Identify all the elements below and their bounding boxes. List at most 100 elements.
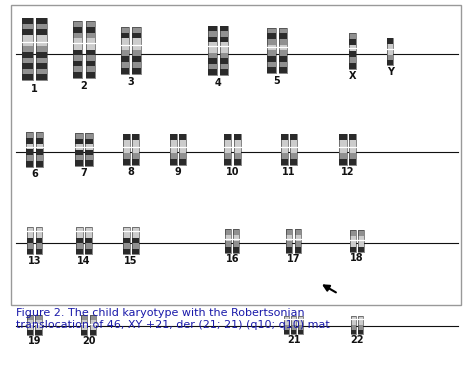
Bar (224, 134, 231, 141)
Bar (225, 247, 231, 253)
Bar (85, 44, 95, 49)
Bar (27, 227, 33, 254)
Bar (284, 329, 289, 334)
Bar (281, 134, 288, 165)
Bar (36, 24, 46, 30)
Bar (36, 243, 42, 249)
Bar (224, 134, 231, 165)
Bar (219, 42, 228, 48)
Bar (224, 146, 231, 153)
Bar (179, 146, 186, 153)
Bar (132, 27, 141, 74)
Bar (121, 33, 129, 38)
Bar (123, 238, 130, 243)
Bar (75, 160, 82, 166)
Bar (132, 243, 139, 249)
Bar (85, 38, 95, 44)
Bar (73, 49, 82, 55)
Bar (132, 227, 139, 254)
Bar (291, 316, 296, 334)
Bar (36, 161, 43, 167)
Bar (123, 134, 130, 141)
Bar (132, 227, 139, 232)
Bar (358, 241, 365, 247)
Bar (36, 155, 43, 161)
Bar (179, 134, 186, 165)
Text: 11: 11 (282, 167, 296, 177)
Bar (290, 134, 297, 141)
Bar (22, 46, 33, 52)
Bar (27, 249, 33, 254)
Bar (90, 330, 96, 335)
Bar (26, 161, 33, 167)
Bar (208, 64, 217, 69)
Bar (279, 45, 287, 51)
Bar (27, 320, 33, 325)
Text: 12: 12 (341, 167, 355, 177)
Bar (298, 321, 303, 325)
Bar (123, 227, 130, 254)
Text: Y: Y (387, 67, 393, 77)
Bar (82, 320, 88, 325)
Text: 4: 4 (215, 78, 221, 87)
Bar (36, 74, 46, 80)
Text: 22: 22 (350, 335, 364, 345)
Bar (26, 155, 33, 161)
Bar (123, 134, 130, 165)
Bar (358, 247, 365, 252)
Bar (132, 38, 141, 44)
Text: 6: 6 (31, 169, 38, 179)
Bar (85, 238, 91, 243)
Text: 17: 17 (287, 254, 301, 264)
Bar (22, 69, 33, 74)
Bar (233, 229, 239, 235)
Bar (358, 236, 365, 241)
Bar (85, 49, 95, 55)
Bar (73, 21, 82, 27)
Bar (73, 44, 82, 49)
Bar (219, 69, 228, 75)
Text: 19: 19 (27, 336, 41, 346)
Bar (284, 316, 289, 334)
Bar (286, 247, 292, 253)
Bar (36, 57, 46, 63)
Bar (26, 149, 33, 155)
Bar (73, 21, 82, 78)
Bar (281, 146, 288, 153)
Bar (295, 229, 301, 235)
Text: 3: 3 (128, 77, 134, 87)
Bar (358, 316, 363, 321)
Text: 14: 14 (77, 256, 91, 266)
Bar (290, 146, 297, 153)
Bar (75, 155, 82, 160)
Bar (123, 153, 130, 159)
Bar (284, 316, 289, 321)
Bar (27, 330, 33, 335)
Bar (76, 238, 82, 243)
Bar (27, 238, 33, 243)
Bar (26, 132, 33, 167)
Bar (27, 243, 33, 249)
Text: 16: 16 (226, 254, 239, 264)
Bar (22, 18, 33, 24)
Bar (121, 56, 129, 62)
Bar (219, 37, 228, 42)
Bar (387, 60, 393, 66)
Bar (208, 69, 217, 75)
Bar (36, 315, 42, 335)
Bar (121, 44, 129, 50)
Bar (132, 62, 141, 68)
Bar (36, 30, 46, 35)
Text: X: X (349, 71, 356, 82)
Bar (208, 58, 217, 64)
Bar (233, 247, 239, 253)
Bar (85, 33, 95, 38)
Bar (36, 132, 43, 167)
Bar (90, 315, 96, 335)
Bar (27, 325, 33, 330)
Bar (350, 241, 356, 247)
Bar (281, 141, 288, 146)
Bar (36, 138, 43, 143)
Bar (290, 134, 297, 165)
Bar (85, 61, 95, 67)
